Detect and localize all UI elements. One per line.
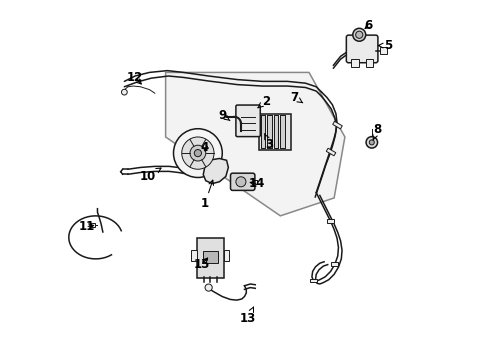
Text: 13: 13 bbox=[240, 307, 256, 325]
Bar bbox=[365, 59, 372, 67]
Text: 2: 2 bbox=[258, 95, 269, 108]
Bar bbox=[266, 116, 271, 148]
Bar bbox=[280, 116, 284, 148]
Bar bbox=[332, 121, 342, 129]
Text: 10: 10 bbox=[139, 168, 161, 183]
Text: 1: 1 bbox=[201, 180, 213, 210]
Bar bbox=[191, 250, 197, 261]
Circle shape bbox=[235, 177, 245, 187]
Bar bbox=[379, 47, 386, 54]
Bar bbox=[223, 250, 229, 261]
Circle shape bbox=[355, 31, 362, 39]
Circle shape bbox=[366, 136, 377, 148]
FancyBboxPatch shape bbox=[197, 238, 223, 278]
Circle shape bbox=[204, 284, 212, 291]
Text: 15: 15 bbox=[193, 258, 209, 271]
Text: 4: 4 bbox=[201, 141, 209, 154]
Circle shape bbox=[121, 89, 127, 95]
Bar bbox=[258, 114, 290, 149]
Text: 9: 9 bbox=[219, 109, 229, 122]
Circle shape bbox=[194, 149, 201, 157]
Bar bbox=[273, 116, 278, 148]
Text: 11: 11 bbox=[79, 220, 95, 233]
Bar bbox=[273, 116, 278, 148]
Bar bbox=[260, 116, 265, 148]
Text: 5: 5 bbox=[378, 39, 391, 52]
Circle shape bbox=[173, 129, 222, 177]
Bar bbox=[309, 279, 316, 282]
Polygon shape bbox=[203, 158, 228, 184]
FancyBboxPatch shape bbox=[346, 35, 377, 63]
Bar bbox=[326, 220, 333, 223]
Text: 3: 3 bbox=[264, 134, 273, 150]
Circle shape bbox=[182, 137, 214, 169]
Bar bbox=[330, 262, 338, 266]
Bar bbox=[260, 116, 265, 148]
Text: 8: 8 bbox=[372, 123, 381, 140]
Bar bbox=[280, 116, 284, 148]
Bar bbox=[351, 59, 358, 67]
Polygon shape bbox=[165, 72, 344, 216]
Text: 14: 14 bbox=[248, 177, 264, 190]
FancyBboxPatch shape bbox=[235, 105, 260, 136]
Bar bbox=[202, 251, 218, 263]
Text: 7: 7 bbox=[290, 91, 302, 104]
Text: 12: 12 bbox=[127, 71, 143, 84]
Bar bbox=[194, 167, 201, 176]
Text: 6: 6 bbox=[364, 19, 371, 32]
Circle shape bbox=[352, 28, 365, 41]
Circle shape bbox=[190, 145, 205, 161]
Bar bbox=[325, 148, 335, 156]
Bar bbox=[91, 223, 94, 226]
FancyBboxPatch shape bbox=[230, 173, 254, 190]
Bar bbox=[266, 116, 271, 148]
Circle shape bbox=[368, 140, 373, 145]
